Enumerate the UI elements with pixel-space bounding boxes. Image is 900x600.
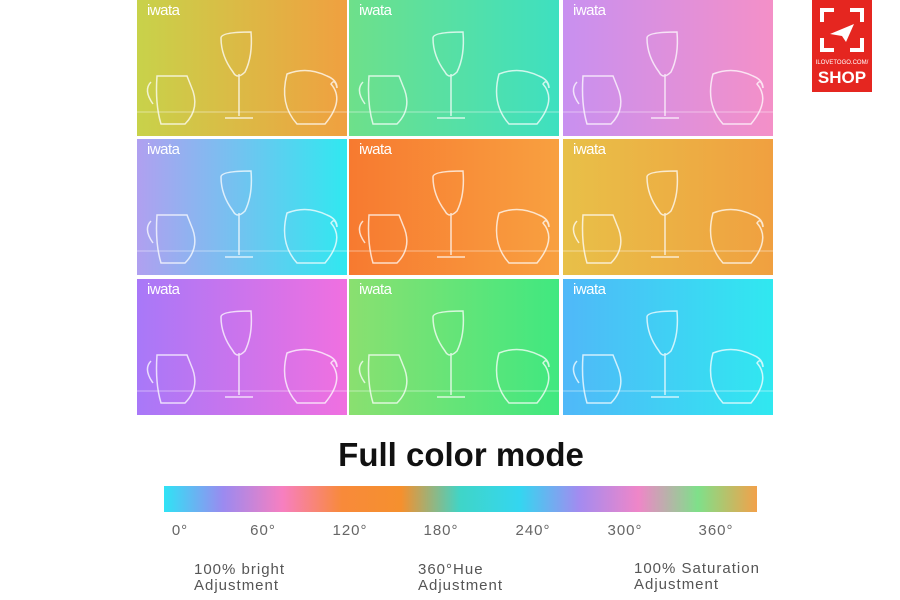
glassware xyxy=(137,170,347,264)
glassware xyxy=(349,31,559,125)
brand-label: iwata xyxy=(573,141,606,158)
photo-panel: iwata xyxy=(563,0,773,136)
photo-panel: iwata xyxy=(137,0,347,136)
feature-line: 360°Hue xyxy=(418,561,484,578)
brand-label: iwata xyxy=(359,141,392,158)
feature-line: Adjustment xyxy=(194,577,280,594)
photo-panel: iwata xyxy=(137,279,347,415)
glassware xyxy=(563,170,773,264)
photo-panel: iwata xyxy=(563,139,773,275)
scale-label: 180° xyxy=(423,522,459,539)
brand-label: iwata xyxy=(147,2,180,19)
brand-label: iwata xyxy=(147,281,180,298)
feature: 360°Hue Adjustment xyxy=(418,562,503,594)
brand-label: iwata xyxy=(573,281,606,298)
feature: 100% Saturation Adjustment xyxy=(634,561,760,593)
photo-panel: iwata xyxy=(137,139,347,275)
photo-panel: iwata xyxy=(349,139,559,275)
brand-label: iwata xyxy=(147,141,180,158)
scale-label: 360° xyxy=(698,522,734,539)
logo-icon xyxy=(820,8,864,52)
brand-label: iwata xyxy=(359,281,392,298)
glassware xyxy=(563,310,773,404)
logo-site: ILOVETOGO.COM/ xyxy=(815,60,869,66)
glassware xyxy=(349,170,559,264)
photo-panel: iwata xyxy=(349,0,559,136)
scale-label: 240° xyxy=(515,522,551,539)
logo-text: SHOP xyxy=(817,68,867,87)
scale-label: 0° xyxy=(171,522,189,539)
feature-line: Adjustment xyxy=(418,577,504,594)
feature-line: Adjustment xyxy=(634,576,720,593)
brand-label: iwata xyxy=(573,2,606,19)
feature-line: 100% Saturation xyxy=(634,560,760,577)
feature: 100% bright Adjustment xyxy=(194,562,285,594)
photo-panel: iwata xyxy=(563,279,773,415)
feature-line: 100% bright xyxy=(194,561,286,578)
glassware xyxy=(137,31,347,125)
glassware xyxy=(563,31,773,125)
scale-label: 300° xyxy=(607,522,643,539)
brand-label: iwata xyxy=(359,2,392,19)
scale-label: 120° xyxy=(332,522,368,539)
glassware xyxy=(137,310,347,404)
glassware xyxy=(349,310,559,404)
logo-plane xyxy=(830,24,854,42)
scale-label: 60° xyxy=(250,522,276,539)
title: Full color mode xyxy=(338,436,584,473)
hue-gradient-bar xyxy=(164,486,757,512)
photo-panel: iwata xyxy=(349,279,559,415)
shop-logo: ILOVETOGO.COM/ SHOP xyxy=(812,0,872,92)
